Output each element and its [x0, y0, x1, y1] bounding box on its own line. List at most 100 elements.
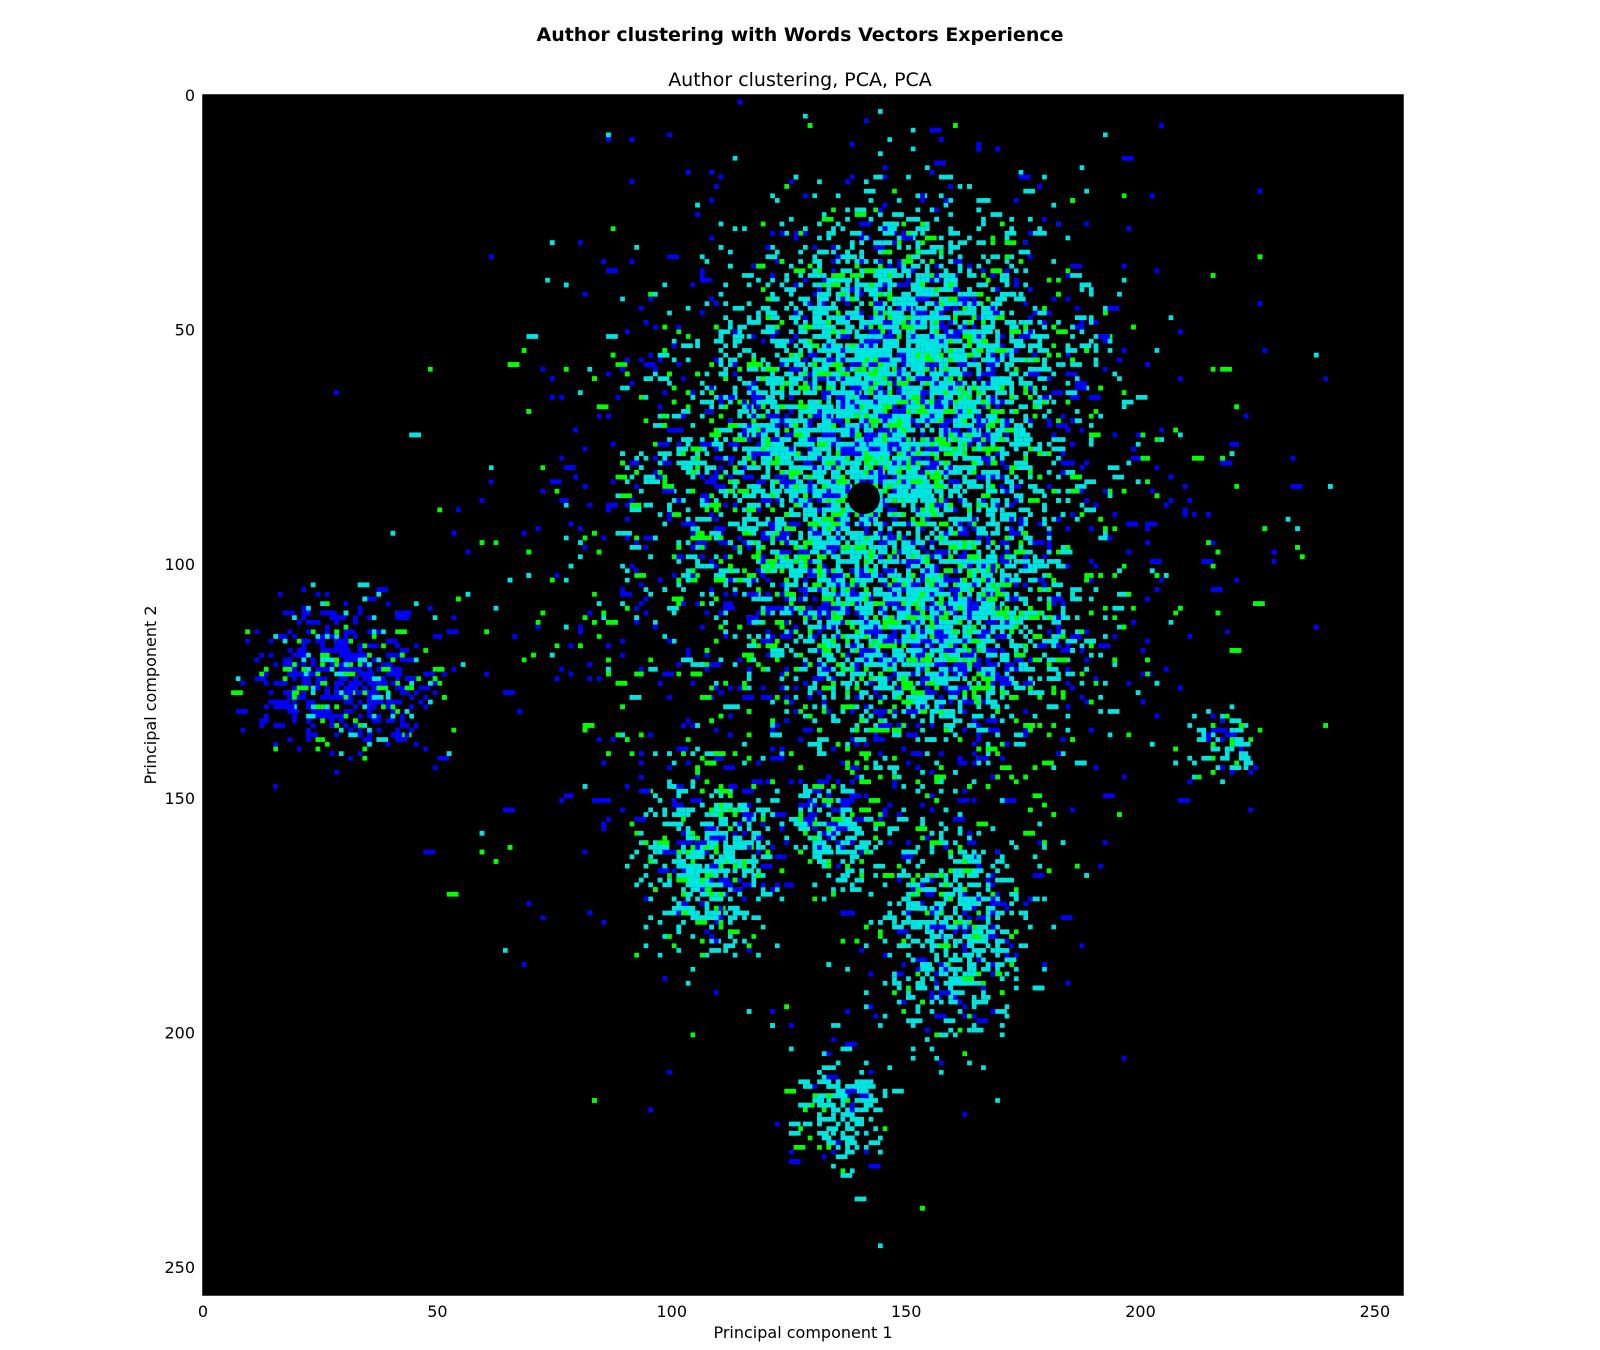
density-cell [784, 582, 796, 588]
density-cell [887, 380, 893, 386]
density-cell [859, 437, 864, 442]
density-cell [788, 385, 794, 391]
density-cell [821, 484, 827, 489]
density-cell [1065, 343, 1071, 349]
density-cell [1168, 315, 1174, 320]
density-cell [910, 451, 916, 456]
density-cell [882, 174, 888, 180]
density-cell [849, 413, 855, 419]
density-cell [774, 638, 780, 644]
density-cell [1018, 259, 1024, 264]
density-cell [887, 446, 893, 452]
density-cell [863, 259, 869, 264]
density-cell [770, 479, 775, 485]
density-cell [817, 629, 822, 635]
density-cell [648, 666, 653, 672]
density-cell [995, 530, 1000, 536]
density-cell [878, 287, 883, 292]
density-cell [840, 507, 846, 513]
density-cell [1013, 474, 1019, 480]
density-cell [821, 291, 827, 297]
density-cell [803, 390, 808, 395]
density-cell [995, 662, 1000, 667]
density-cell [915, 591, 921, 597]
density-cell [929, 451, 935, 456]
density-cell [770, 277, 775, 283]
density-cell [924, 249, 930, 255]
density-cell [1032, 310, 1038, 316]
density-cell [962, 305, 968, 311]
density-cell [831, 315, 836, 320]
density-cell [1051, 371, 1057, 377]
density-cell [1018, 507, 1031, 513]
density-cell [873, 545, 878, 550]
density-cell [859, 301, 864, 306]
density-cell [957, 451, 963, 456]
density-cell [948, 465, 953, 470]
density-cell [910, 362, 923, 367]
density-cell [831, 587, 836, 592]
density-cell [681, 498, 686, 503]
density-cell [760, 221, 766, 227]
density-cell [690, 455, 696, 461]
density-cell [1009, 399, 1014, 405]
density-cell [835, 254, 841, 260]
density-cell [943, 540, 956, 545]
density-cell [770, 652, 775, 658]
density-cell [1056, 418, 1061, 424]
density-cell [863, 357, 869, 363]
density-cell [999, 343, 1005, 349]
density-cell [1013, 437, 1019, 442]
density-cell [728, 362, 733, 367]
density-cell [863, 427, 869, 433]
density-cell [784, 535, 789, 541]
density-cell [751, 502, 757, 508]
density-cell [882, 343, 888, 349]
density-cell [1009, 484, 1021, 489]
density-cell [765, 516, 771, 522]
density-cell [868, 652, 874, 658]
density-cell [948, 690, 960, 695]
density-cell [938, 310, 944, 316]
density-cell [728, 263, 733, 269]
density-cell [1004, 366, 1010, 372]
density-cell [976, 301, 982, 306]
density-cell [1028, 484, 1033, 489]
density-cell [873, 399, 878, 405]
density-cell [999, 376, 1005, 381]
density-cell [770, 418, 775, 424]
density-cell [878, 718, 883, 724]
density-cell [831, 502, 836, 508]
density-cell [1056, 221, 1061, 227]
density-cell [878, 460, 883, 466]
density-cell [985, 554, 998, 560]
density-cell [812, 465, 818, 470]
density-cell [817, 727, 822, 733]
density-cell [962, 310, 968, 316]
density-cell [948, 446, 953, 452]
density-cell [821, 320, 827, 325]
density-cell [1009, 320, 1014, 325]
density-cell [943, 643, 956, 649]
density-cell [1070, 334, 1075, 339]
density-cell [938, 479, 944, 485]
density-cell [704, 301, 710, 306]
density-cell [976, 643, 982, 649]
density-cell [910, 662, 923, 667]
density-cell [863, 385, 869, 391]
density-cell [859, 273, 864, 278]
density-cell [826, 362, 832, 367]
density-cell [638, 601, 644, 606]
density-cell [807, 451, 813, 456]
density-cell [962, 240, 968, 245]
density-cell [892, 479, 897, 485]
density-cell [624, 479, 630, 485]
density-cell [1004, 259, 1010, 264]
density-cell [1013, 357, 1026, 363]
density-cell [1046, 395, 1052, 400]
density-cell [685, 488, 691, 494]
density-cell [863, 338, 869, 344]
density-cell [1070, 362, 1082, 367]
density-cell [798, 273, 803, 278]
density-cell [723, 470, 728, 475]
